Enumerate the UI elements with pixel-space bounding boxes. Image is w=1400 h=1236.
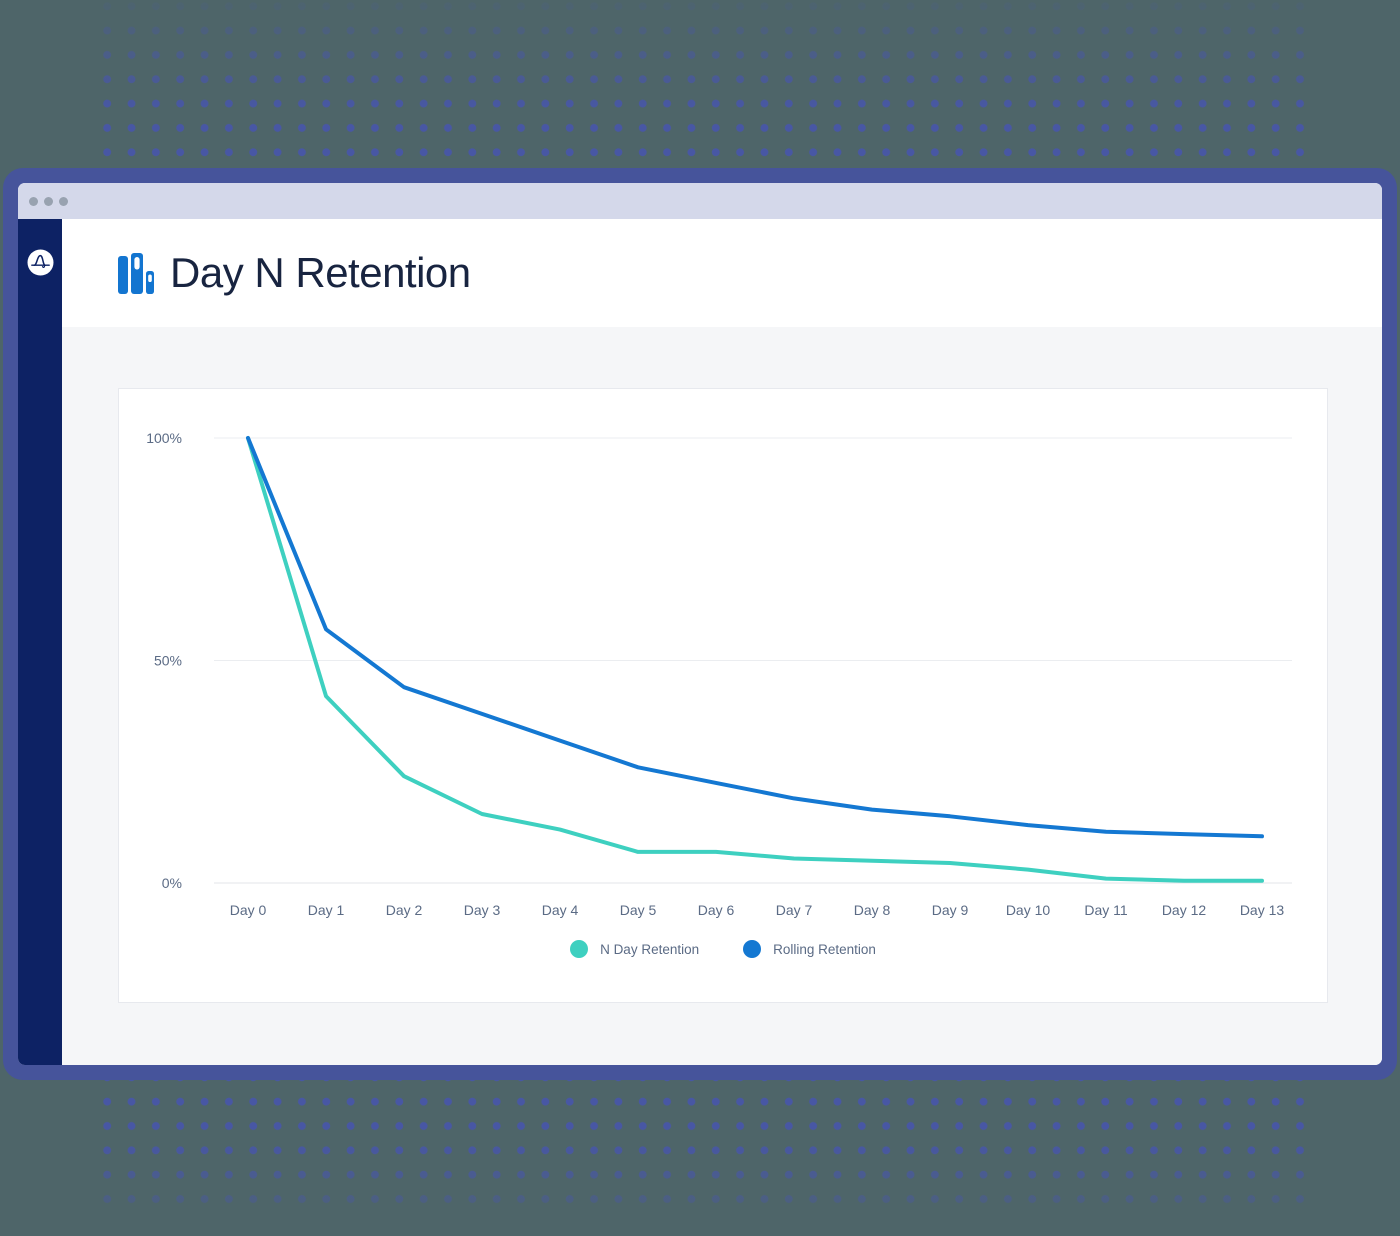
amplitude-logo-icon[interactable]	[27, 249, 54, 276]
x-axis-tick: Day 9	[932, 902, 969, 918]
y-axis-tick: 100%	[146, 430, 182, 446]
y-axis-tick: 0%	[162, 875, 182, 891]
series-line-n-day-retention	[246, 436, 1264, 883]
x-axis-tick: Day 0	[230, 902, 267, 918]
content-area: 0% 50% 100% Day 0 Day 1 Day 2 Day 3 Day 4 Day 5 D…	[62, 327, 1382, 1065]
legend-item-rolling-retention[interactable]: Rolling Retention	[743, 940, 876, 958]
x-axis-tick: Day 1	[308, 902, 345, 918]
x-axis-tick: Day 2	[386, 902, 423, 918]
chart-card: 0% 50% 100% Day 0 Day 1 Day 2 Day 3 Day 4 Day 5 D…	[118, 388, 1328, 1003]
backdrop-fade-top	[0, 0, 1400, 110]
sidebar	[18, 219, 62, 1065]
x-axis-tick: Day 11	[1084, 902, 1128, 918]
window-body: Day N Retention 0% 50% 100% Day 0 Day 1 Day 2…	[18, 219, 1382, 1065]
x-axis-tick: Day 12	[1162, 902, 1207, 918]
chart-legend: N Day Retention Rolling Retention	[119, 940, 1327, 958]
bar-chart-icon	[118, 252, 154, 294]
x-axis-tick: Day 13	[1240, 902, 1285, 918]
legend-label: N Day Retention	[600, 941, 700, 957]
app-header: Day N Retention	[62, 219, 1382, 327]
main-area: Day N Retention 0% 50% 100% Day 0 Day 1 Day 2…	[62, 219, 1382, 1065]
series-line-rolling-retention	[246, 436, 1264, 839]
window-titlebar	[18, 183, 1382, 219]
legend-label: Rolling Retention	[773, 941, 876, 957]
x-axis-tick: Day 6	[698, 902, 735, 918]
window-inner: Day N Retention 0% 50% 100% Day 0 Day 1 Day 2…	[18, 183, 1382, 1065]
x-axis-tick: Day 3	[464, 902, 501, 918]
y-axis-tick: 50%	[154, 653, 182, 669]
legend-swatch	[570, 940, 589, 958]
chart-svg: 0% 50% 100% Day 0 Day 1 Day 2 Day 3 Day 4 Day 5 D…	[146, 430, 1292, 918]
x-axis-tick: Day 8	[854, 902, 891, 918]
x-axis-tick: Day 5	[620, 902, 657, 918]
x-axis-tick: Day 10	[1006, 902, 1051, 918]
legend-item-n-day-retention[interactable]: N Day Retention	[570, 940, 699, 958]
x-axis-tick: Day 7	[776, 902, 813, 918]
backdrop-fade-bottom	[0, 1141, 1400, 1236]
traffic-light-minimize-button[interactable]	[44, 196, 53, 206]
x-axis-tick: Day 4	[542, 902, 579, 918]
traffic-lights	[29, 196, 74, 206]
traffic-light-close-button[interactable]	[29, 196, 38, 206]
legend-swatch	[743, 940, 762, 958]
traffic-light-maximize-button[interactable]	[59, 196, 68, 206]
app-window: Day N Retention 0% 50% 100% Day 0 Day 1 Day 2…	[3, 168, 1397, 1080]
page-title: Day N Retention	[170, 249, 471, 296]
